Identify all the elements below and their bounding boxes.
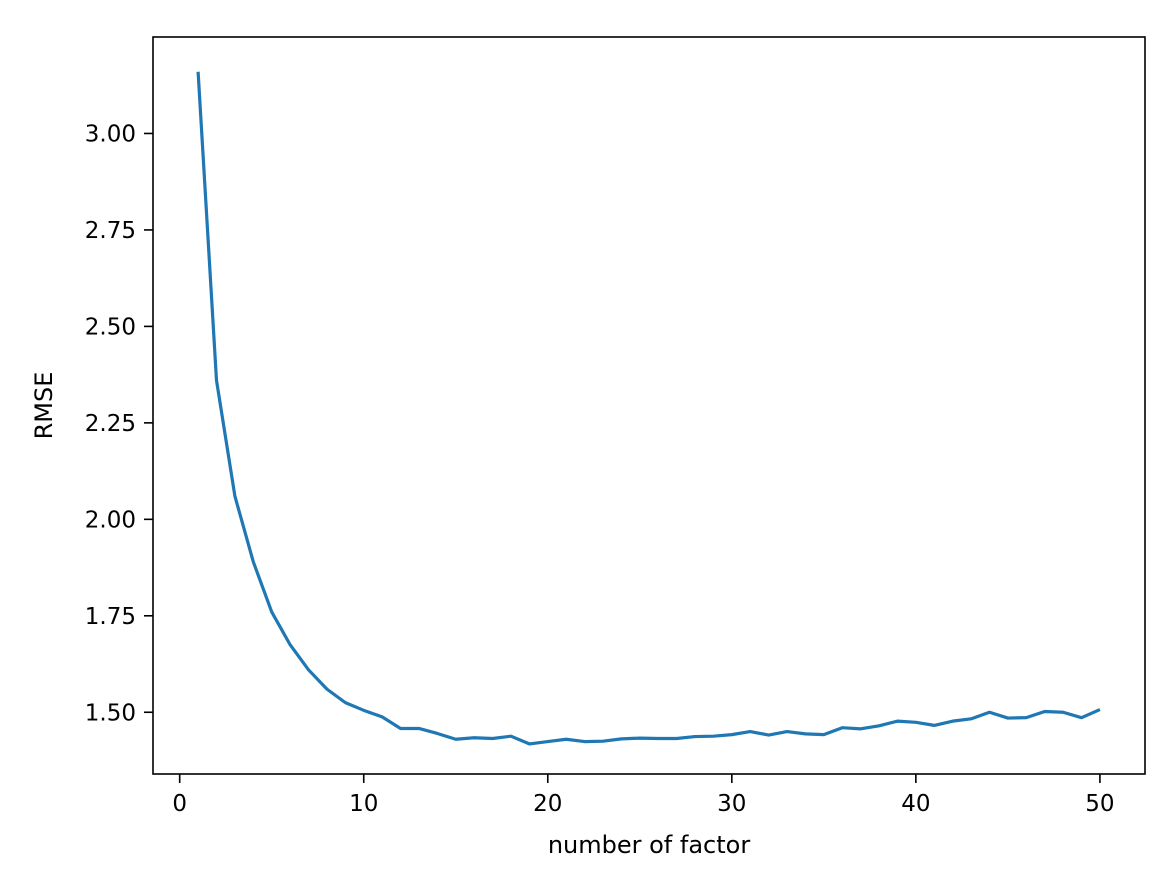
x-tick-label: 40 [901,791,930,817]
y-tick-label: 2.50 [85,314,136,340]
x-axis-ticks: 0 10 20 30 40 50 [172,774,1115,817]
y-tick-label: 2.75 [85,218,136,244]
y-tick-label: 1.50 [85,700,136,726]
x-tick-label: 20 [533,791,562,817]
x-tick-label: 50 [1085,791,1114,817]
plot-area [196,71,1101,746]
x-tick-label: 10 [349,791,378,817]
x-tick-label: 30 [717,791,746,817]
y-axis-ticks: 1.50 1.75 2.00 2.25 2.50 2.75 3.00 [85,121,153,726]
y-tick-label: 2.00 [85,507,136,533]
x-tick-label: 0 [172,791,187,817]
y-tick-label: 3.00 [85,121,136,147]
y-axis-label: RMSE [30,372,58,440]
series-line [196,71,1101,746]
y-tick-label: 1.75 [85,604,136,630]
x-axis-label: number of factor [548,831,751,859]
y-tick-label: 2.25 [85,411,136,437]
plot-frame [152,36,1146,775]
